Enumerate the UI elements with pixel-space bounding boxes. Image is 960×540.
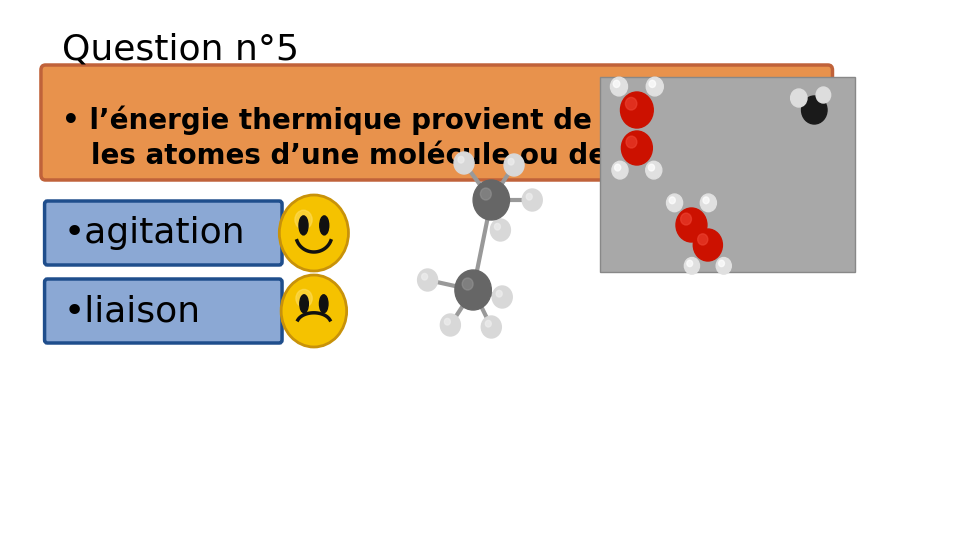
Circle shape <box>611 77 628 96</box>
Text: les atomes d’une molécule ou de son agitation?: les atomes d’une molécule ou de son agit… <box>61 140 840 170</box>
Circle shape <box>669 197 675 204</box>
Circle shape <box>526 193 532 200</box>
Ellipse shape <box>320 295 328 313</box>
Circle shape <box>816 87 830 103</box>
Circle shape <box>462 278 473 290</box>
Circle shape <box>480 188 492 200</box>
Circle shape <box>620 92 653 128</box>
Ellipse shape <box>320 216 328 235</box>
Circle shape <box>646 77 663 96</box>
Circle shape <box>703 197 709 204</box>
Circle shape <box>649 80 656 87</box>
Circle shape <box>684 258 700 274</box>
Circle shape <box>454 152 474 174</box>
Circle shape <box>700 194 716 212</box>
Circle shape <box>421 273 427 280</box>
Circle shape <box>492 286 513 308</box>
Circle shape <box>458 157 464 163</box>
Circle shape <box>612 161 628 179</box>
Circle shape <box>648 164 655 171</box>
FancyBboxPatch shape <box>44 279 282 343</box>
FancyBboxPatch shape <box>44 201 282 265</box>
Circle shape <box>473 180 510 220</box>
Circle shape <box>496 291 502 297</box>
Circle shape <box>626 136 636 148</box>
Circle shape <box>802 96 827 124</box>
Circle shape <box>296 289 312 307</box>
Circle shape <box>693 229 722 261</box>
Text: •agitation: •agitation <box>63 216 246 250</box>
Circle shape <box>491 219 511 241</box>
Circle shape <box>522 189 542 211</box>
Ellipse shape <box>299 216 308 235</box>
Circle shape <box>279 195 348 271</box>
Circle shape <box>676 208 707 242</box>
Circle shape <box>716 258 732 274</box>
FancyBboxPatch shape <box>600 77 855 272</box>
Circle shape <box>681 213 691 225</box>
Circle shape <box>686 260 693 267</box>
Circle shape <box>295 210 312 229</box>
FancyBboxPatch shape <box>41 65 832 180</box>
Circle shape <box>441 314 461 336</box>
Circle shape <box>646 161 661 179</box>
Circle shape <box>494 224 500 230</box>
Text: •liaison: •liaison <box>63 294 201 328</box>
Circle shape <box>613 80 620 87</box>
Circle shape <box>486 320 492 327</box>
Circle shape <box>791 89 807 107</box>
Circle shape <box>504 154 524 176</box>
Circle shape <box>719 260 725 267</box>
Circle shape <box>625 97 636 110</box>
Circle shape <box>614 164 621 171</box>
Circle shape <box>281 275 347 347</box>
Circle shape <box>621 131 653 165</box>
Circle shape <box>481 316 501 338</box>
Circle shape <box>666 194 683 212</box>
Circle shape <box>508 158 514 165</box>
Circle shape <box>444 319 450 325</box>
Text: Question n°5: Question n°5 <box>61 33 299 67</box>
Circle shape <box>698 234 708 245</box>
Text: • l’énergie thermique provient de la liaison entre: • l’énergie thermique provient de la lia… <box>61 105 836 135</box>
Circle shape <box>455 270 492 310</box>
Circle shape <box>418 269 438 291</box>
Ellipse shape <box>300 295 308 313</box>
